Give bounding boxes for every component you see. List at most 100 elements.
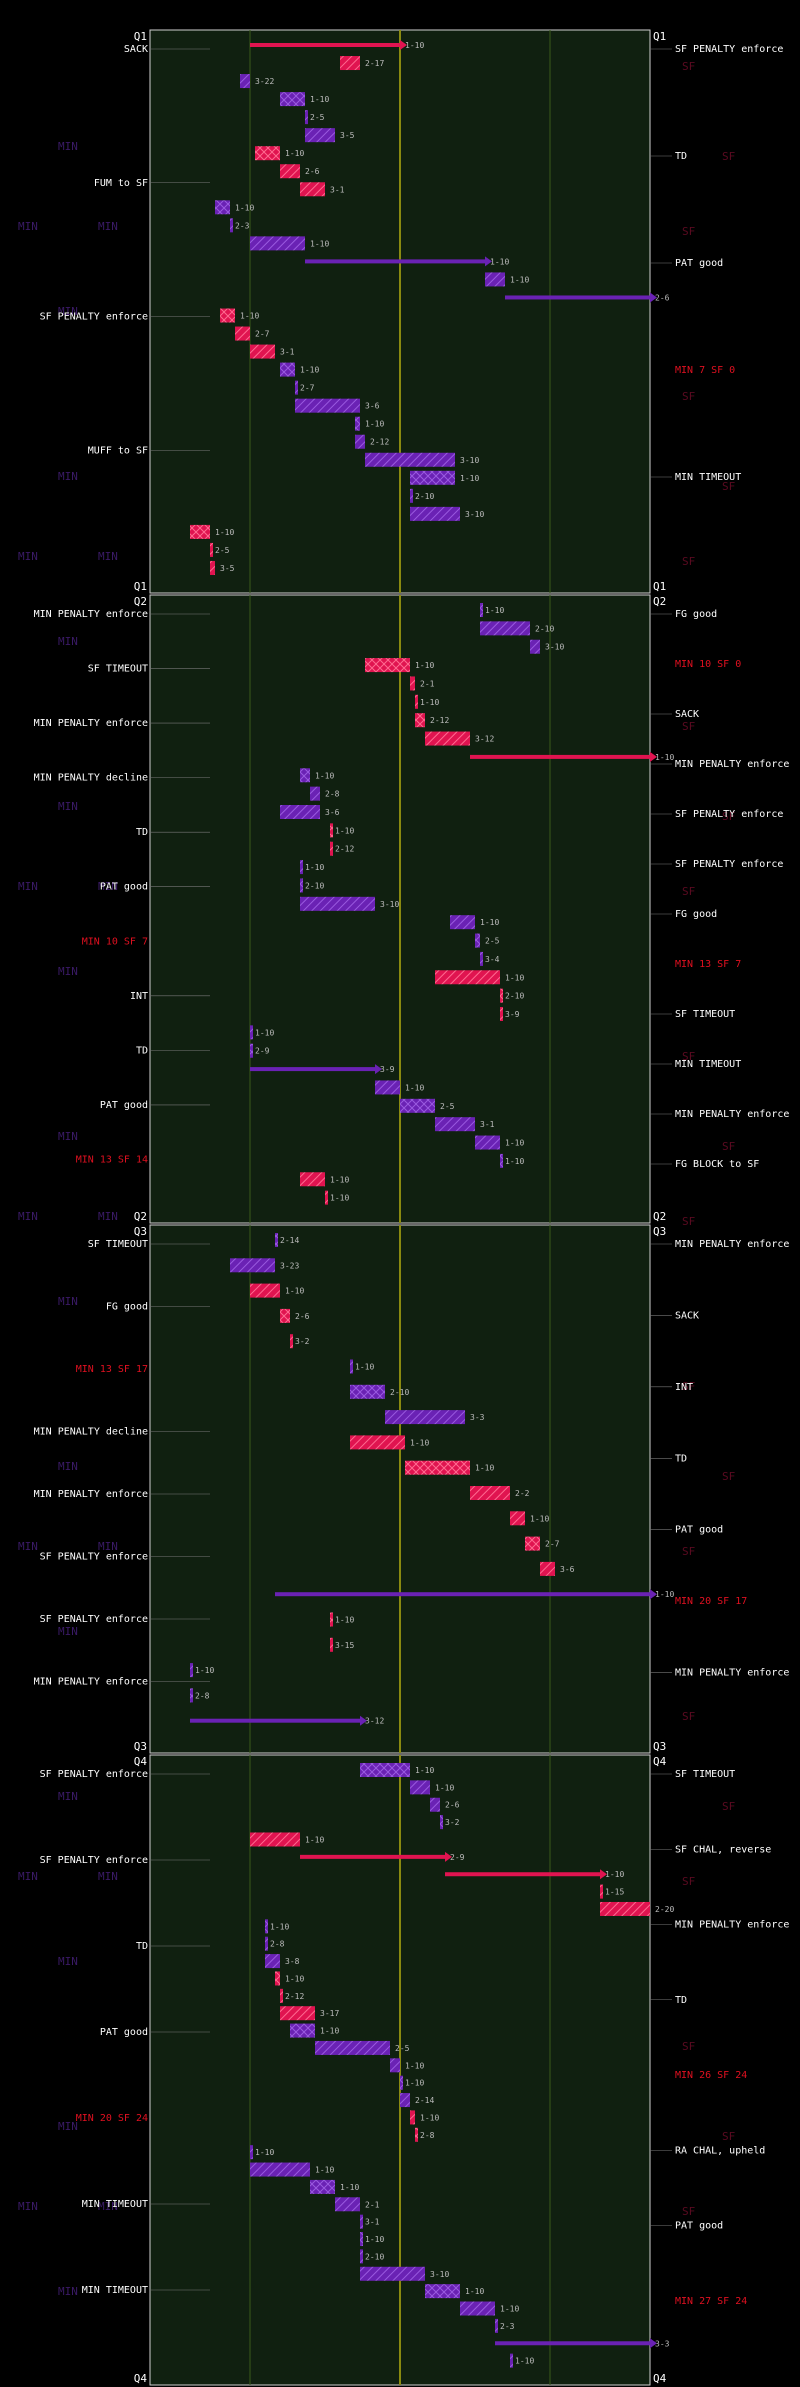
event-label: SF TIMEOUT: [88, 664, 148, 675]
down-distance-label: 1-10: [420, 2113, 439, 2122]
ghost-min-label: MIN: [98, 880, 118, 893]
ghost-min-label: MIN: [98, 550, 118, 563]
play-bar: [355, 434, 365, 449]
ghost-sf-label: SF: [682, 2040, 695, 2053]
play-bar: [495, 2318, 498, 2333]
event-label: TD: [675, 151, 687, 162]
down-distance-label: 2-3: [500, 2322, 515, 2331]
play-bar: [415, 713, 425, 728]
down-distance-label: 1-10: [300, 366, 319, 375]
play-bar: [250, 2145, 253, 2160]
ghost-min-label: MIN: [58, 1460, 78, 1473]
ghost-min-label: MIN: [98, 2200, 118, 2213]
ghost-min-label: MIN: [58, 2285, 78, 2298]
play-bar: [295, 398, 360, 413]
down-distance-label: 1-10: [420, 698, 439, 707]
down-distance-label: 2-5: [395, 2044, 410, 2053]
down-distance-label: 3-10: [465, 510, 484, 519]
ghost-min-label: MIN: [98, 1540, 118, 1553]
down-distance-label: 2-20: [655, 1905, 674, 1914]
ghost-sf-label: SF: [682, 1875, 695, 1888]
down-distance-label: 2-14: [280, 1236, 299, 1245]
event-label: SF PENALTY enforce: [675, 809, 783, 820]
play-bar: [485, 272, 505, 287]
play-bar: [400, 2093, 410, 2108]
down-distance-label: 1-10: [355, 1363, 374, 1372]
ghost-sf-label: SF: [682, 720, 695, 733]
play-bar: [250, 1283, 280, 1298]
ghost-sf-label: SF: [722, 480, 735, 493]
event-label: MIN PENALTY enforce: [675, 1109, 789, 1120]
play-bar: [425, 731, 470, 746]
event-label: PAT good: [100, 882, 148, 893]
event-label: MIN PENALTY enforce: [34, 718, 148, 729]
down-distance-label: 3-8: [285, 1957, 300, 1966]
down-distance-label: 1-10: [320, 2027, 339, 2036]
play-bar: [190, 1718, 360, 1723]
down-distance-label: 1-10: [410, 1438, 429, 1447]
down-distance-label: 1-10: [465, 2287, 484, 2296]
event-label: INT: [675, 1382, 693, 1393]
play-bar: [235, 326, 250, 341]
down-distance-label: 1-10: [480, 918, 499, 927]
event-label: MIN PENALTY decline: [34, 773, 148, 784]
down-distance-label: 2-5: [310, 113, 325, 122]
down-distance-label: 2-5: [215, 546, 230, 555]
down-distance-label: 3-10: [460, 456, 479, 465]
play-bar: [255, 146, 280, 161]
down-distance-label: 3-22: [255, 77, 274, 86]
down-distance-label: 1-10: [285, 149, 304, 158]
ghost-sf-label: SF: [682, 225, 695, 238]
event-label: MIN PENALTY enforce: [675, 1239, 789, 1250]
play-bar: [430, 1797, 440, 1812]
down-distance-label: 1-10: [530, 1514, 549, 1523]
ghost-min-label: MIN: [18, 2200, 38, 2213]
down-distance-label: 2-6: [305, 167, 320, 176]
down-distance-label: 1-10: [415, 1766, 434, 1775]
play-bar: [315, 2040, 390, 2055]
play-bar: [250, 2162, 310, 2177]
down-distance-label: 1-10: [195, 1666, 214, 1675]
play-bar: [215, 200, 230, 215]
down-distance-label: 2-17: [365, 59, 384, 68]
down-distance-label: 1-10: [310, 95, 329, 104]
down-distance-label: 3-5: [340, 131, 355, 140]
play-bar: [330, 1612, 333, 1627]
score-label: MIN 20 SF 17: [675, 1596, 747, 1607]
down-distance-label: 2-7: [300, 384, 315, 393]
play-bar: [250, 1025, 253, 1040]
play-bar: [475, 933, 480, 948]
play-bar: [425, 2284, 460, 2299]
event-label: SF PENALTY enforce: [675, 44, 783, 55]
play-bar: [210, 542, 213, 557]
down-distance-label: 3-9: [505, 1010, 520, 1019]
play-bar: [250, 236, 305, 251]
down-distance-label: 3-6: [365, 402, 380, 411]
play-bar: [440, 1815, 443, 1830]
play-bar: [250, 1067, 375, 1072]
ghost-sf-label: SF: [682, 390, 695, 403]
play-bar: [250, 43, 400, 47]
play-bar: [280, 1308, 290, 1323]
event-label: MIN TIMEOUT: [82, 2285, 148, 2296]
ghost-sf-label: SF: [682, 555, 695, 568]
play-bar: [190, 1663, 193, 1678]
play-bar: [350, 1384, 385, 1399]
play-bar: [300, 896, 375, 911]
down-distance-label: 3-1: [365, 2218, 380, 2227]
play-arrowhead: [650, 292, 657, 303]
ghost-min-label: MIN: [18, 1210, 38, 1223]
events-layer: SACK FUM to SF SF PENALTY enforce MUFF to S…: [34, 44, 790, 2307]
play-bar: [525, 1536, 540, 1551]
down-distance-label: 2-12: [370, 438, 389, 447]
down-distance-label: 1-10: [510, 275, 529, 284]
play-bar: [410, 1780, 430, 1795]
event-label: MIN PENALTY enforce: [34, 1677, 148, 1688]
event-label: TD: [675, 1453, 687, 1464]
play-bar: [190, 1688, 193, 1703]
down-distance-label: 3-5: [220, 564, 235, 573]
down-distance-label: 2-8: [420, 2131, 435, 2140]
down-distance-label: 2-10: [305, 881, 324, 890]
play-bar: [300, 1854, 445, 1859]
